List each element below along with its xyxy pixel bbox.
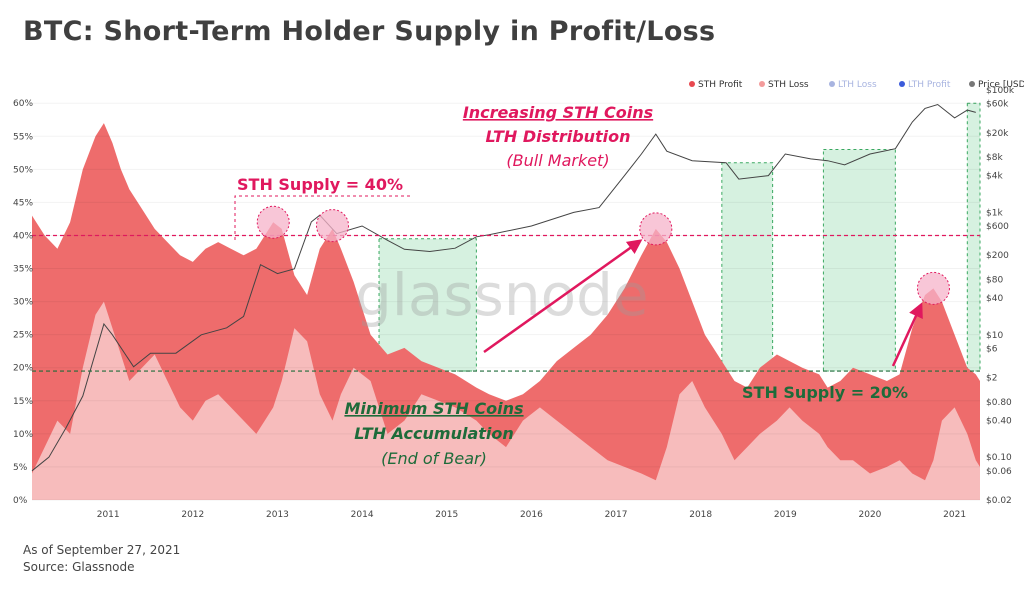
label-sth-supply-20: STH Supply = 20%: [742, 383, 908, 402]
legend-swatch-2: [759, 81, 765, 87]
x-tick-2012: 2012: [181, 510, 204, 520]
sth-loss-area: [32, 301, 980, 500]
shaded-zone-3: [822, 149, 896, 372]
label-bear-2: LTH Accumulation: [354, 424, 514, 443]
y-left-tick-5pct: 5%: [13, 463, 28, 473]
y-right-tick-0.40: $0.40: [986, 416, 1012, 426]
legend-label-4: LTH Profit: [908, 80, 951, 90]
x-tick-2016: 2016: [520, 510, 543, 520]
peak-highlight-4: [916, 271, 950, 305]
y-left-tick-10pct: 10%: [13, 430, 33, 440]
y-right-tick-600: $600: [986, 222, 1009, 232]
arrow-bull: [483, 239, 643, 354]
peak-highlights: [256, 205, 950, 305]
y-left-tick-60pct: 60%: [13, 99, 33, 109]
y-left-tick-40pct: 40%: [13, 231, 33, 241]
gridlines: glassnode: [32, 102, 980, 501]
label-bull-3: (Bull Market): [506, 151, 609, 170]
axes: 2011 2012 2013 2014 2015 2016 2017 2018 2019 2020…: [13, 86, 1015, 520]
legend-swatch-5: [969, 81, 975, 87]
legend-label-1: STH Profit: [698, 80, 743, 90]
y-right-tick-10: $10: [986, 331, 1003, 341]
peak-highlight-2: [315, 209, 349, 243]
y-left-tick-20pct: 20%: [13, 364, 33, 374]
x-tick-2013: 2013: [266, 510, 289, 520]
as-of-date: As of September 27, 2021: [23, 543, 181, 557]
shaded-zone-4: [966, 102, 981, 372]
label-bear-3: (End of Bear): [381, 449, 487, 468]
footer: As of September 27, 2021 Source: Glassno…: [23, 542, 180, 576]
shaded-zones: [378, 102, 981, 372]
area-series: [32, 123, 980, 500]
y-right-tick-20k: $20k: [986, 129, 1009, 139]
y-right-tick-0.80: $0.80: [986, 398, 1012, 408]
y-right-tick-0.10: $0.10: [986, 453, 1012, 463]
chart-svg: glassnode 2011 2012 2013 2014 2015 2016 2017 20…: [13, 80, 1024, 520]
y-right-tick-8k: $8k: [986, 153, 1003, 163]
peak-highlight-1: [256, 205, 290, 239]
y-left-tick-30pct: 30%: [13, 298, 33, 308]
y-right-tick-6: $6: [986, 344, 998, 354]
y-left-tick-35pct: 35%: [13, 265, 33, 275]
shaded-zone-1: [378, 238, 477, 372]
label-sth-supply-40: STH Supply = 40%: [237, 175, 403, 194]
watermark: glassnode: [355, 261, 649, 329]
x-tick-2018: 2018: [689, 510, 712, 520]
y-left-tick-25pct: 25%: [13, 331, 33, 341]
y-right-tick-200: $200: [986, 251, 1009, 261]
sth-profit-area: [32, 123, 980, 500]
legend-label-3: LTH Loss: [838, 80, 877, 90]
y-right-tick-0.06: $0.06: [986, 467, 1012, 477]
x-tick-2014: 2014: [351, 510, 374, 520]
label-bear-1: Minimum STH Coins: [344, 399, 523, 418]
source-credit: Source: Glassnode: [23, 560, 135, 574]
x-tick-2021: 2021: [943, 510, 966, 520]
shaded-zone-2: [721, 162, 774, 372]
y-left-tick-15pct: 15%: [13, 397, 33, 407]
x-tick-2011: 2011: [97, 510, 120, 520]
y-right-tick-0.02: $0.02: [986, 496, 1012, 506]
y-left-tick-55pct: 55%: [13, 132, 33, 142]
label-bull-1: Increasing STH Coins: [463, 103, 653, 122]
y-left-tick-50pct: 50%: [13, 165, 33, 175]
x-tick-2015: 2015: [435, 510, 458, 520]
chart-title: BTC: Short-Term Holder Supply in Profit/…: [23, 16, 716, 47]
y-right-tick-100k: $100k: [986, 86, 1015, 96]
x-tick-2019: 2019: [774, 510, 797, 520]
y-right-tick-80: $80: [986, 276, 1003, 286]
label-bull-2: LTH Distribution: [485, 127, 630, 146]
legend-swatch-4: [899, 81, 905, 87]
peak-highlight-3: [639, 212, 673, 246]
bracket-40: [234, 195, 412, 240]
x-tick-2020: 2020: [859, 510, 882, 520]
legend-label-5: Price [USD]: [978, 80, 1024, 90]
legend: STH Profit STH Loss LTH Loss LTH Profit Pric…: [689, 80, 1024, 90]
y-right-tick-60k: $60k: [986, 100, 1009, 110]
y-right-tick-1k: $1k: [986, 208, 1003, 218]
y-left-tick-0pct: 0%: [13, 496, 28, 506]
arrow-2021: [891, 302, 923, 367]
y-right-tick-40: $40: [986, 294, 1003, 304]
annotations: STH Supply = 40% Increasing STH Coins LTH …: [234, 103, 923, 468]
legend-label-2: STH Loss: [768, 80, 809, 90]
x-tick-2017: 2017: [605, 510, 628, 520]
legend-swatch-1: [689, 81, 695, 87]
y-right-tick-4k: $4k: [986, 172, 1003, 182]
legend-swatch-3: [829, 81, 835, 87]
y-left-tick-45pct: 45%: [13, 198, 33, 208]
y-right-tick-2: $2: [986, 374, 997, 384]
